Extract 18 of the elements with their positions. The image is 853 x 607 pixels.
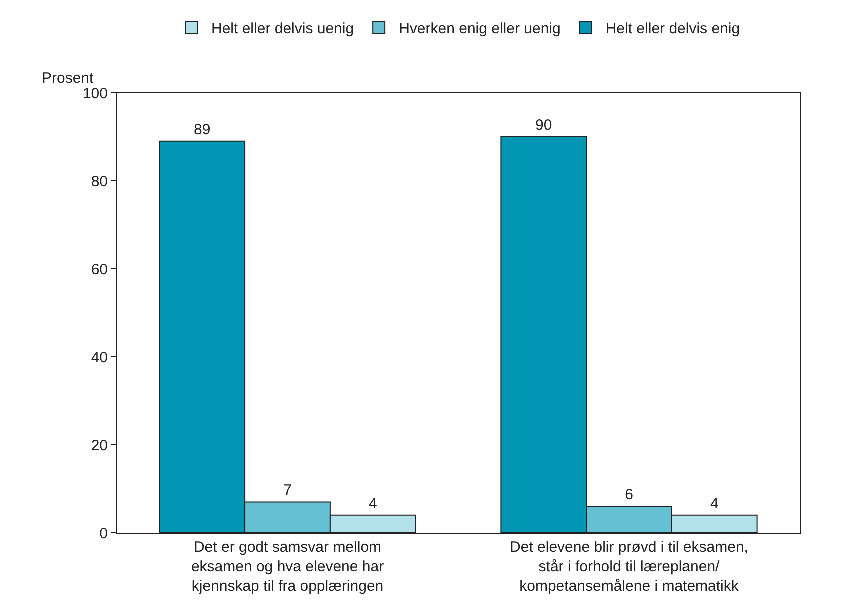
x-tick-label: Det elevene blir prøvd i til eksamen, står i forhold til læreplanen/ kompetansemålene i matematikk (510, 539, 748, 595)
data-label: 90 (536, 117, 552, 134)
y-tick-label: 20 (91, 437, 108, 454)
y-tick-label: 40 (91, 349, 108, 366)
data-label: 7 (284, 482, 292, 500)
data-label: 6 (625, 486, 634, 504)
legend-label: Helt eller delvis uenig (212, 20, 354, 38)
data-label: 89 (194, 121, 211, 138)
y-axis-title: Prosent (42, 70, 95, 87)
y-tick-label: 0 (100, 525, 108, 542)
y-tick-label: 60 (91, 261, 108, 278)
legend-label: Hverken enig eller uenig (399, 20, 561, 38)
x-tick-label: Det er godt samsvar mellom eksamen og hva elevene har kjennskap til fra opplæringen (191, 539, 384, 595)
data-label: 4 (710, 495, 719, 512)
y-tick-label: 80 (91, 173, 108, 190)
legend-label: Helt eller delvis enig (606, 20, 740, 38)
y-tick-label: 100 (82, 85, 108, 102)
data-label: 4 (368, 495, 378, 512)
